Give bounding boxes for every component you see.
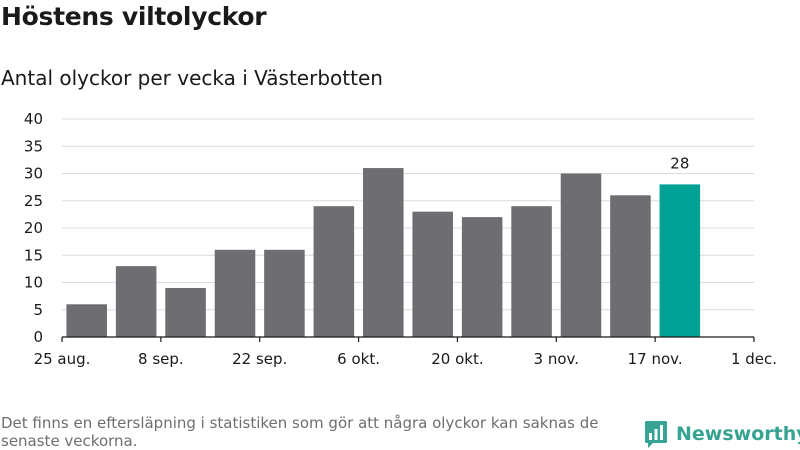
- data-label: 28: [670, 154, 689, 172]
- bar: [313, 206, 355, 337]
- chart-title: Höstens viltolyckor: [1, 2, 267, 31]
- bar: [165, 287, 206, 337]
- chart-subtitle: Antal olyckor per vecka i Västerbotten: [1, 66, 383, 90]
- bar-chart: 0 5 10 15 20 25 30 35 40 28 25 aug. 8 sep. 22 sep.…: [24, 110, 777, 368]
- x-tick-label: 1 dec.: [731, 350, 777, 368]
- y-axis-ticks: 0 5 10 15 20 25 30 35 40: [24, 110, 43, 346]
- bar: [461, 217, 503, 337]
- y-tick-label: 10: [24, 274, 43, 292]
- bar: [214, 249, 256, 337]
- bar: [66, 304, 107, 337]
- bar: [412, 211, 453, 337]
- y-tick-label: 25: [24, 192, 43, 210]
- bar: [560, 173, 602, 337]
- x-tick-label: 22 sep.: [232, 350, 287, 368]
- x-tick-label: 8 sep.: [138, 350, 184, 368]
- y-tick-label: 5: [33, 301, 43, 319]
- y-tick-label: 35: [24, 137, 43, 155]
- bar: [363, 168, 404, 337]
- data-labels: 28: [670, 154, 689, 172]
- footnote: Det finns en eftersläpning i statistiken…: [1, 414, 599, 450]
- brand-logo: Newsworthy: [644, 419, 800, 449]
- brand-name: Newsworthy: [676, 423, 800, 445]
- y-tick-label: 40: [24, 110, 43, 128]
- bar-highlighted: [659, 184, 701, 337]
- y-tick-label: 0: [33, 328, 43, 346]
- bar: [511, 206, 552, 337]
- bar: [115, 266, 157, 337]
- x-tick-label: 20 okt.: [431, 350, 483, 368]
- bar: [610, 195, 651, 337]
- y-tick-label: 30: [24, 165, 43, 183]
- y-tick-label: 20: [24, 219, 43, 237]
- x-tick-label: 6 okt.: [337, 350, 380, 368]
- y-tick-label: 15: [24, 246, 43, 264]
- x-axis: 25 aug. 8 sep. 22 sep. 6 okt. 20 okt. 3 nov. 1…: [34, 336, 777, 368]
- bars: [66, 168, 701, 337]
- grid-lines: [62, 118, 754, 311]
- x-tick-label: 17 nov.: [628, 350, 683, 368]
- bar: [264, 249, 305, 337]
- x-tick-label: 25 aug.: [34, 350, 91, 368]
- newsworthy-logo-icon: [645, 420, 667, 448]
- x-tick-label: 3 nov.: [534, 350, 579, 368]
